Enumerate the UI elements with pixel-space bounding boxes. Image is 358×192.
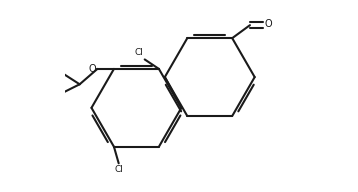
Text: Cl: Cl	[135, 48, 144, 57]
Text: O: O	[265, 19, 272, 29]
Text: O: O	[88, 64, 96, 74]
Text: Cl: Cl	[114, 165, 123, 174]
